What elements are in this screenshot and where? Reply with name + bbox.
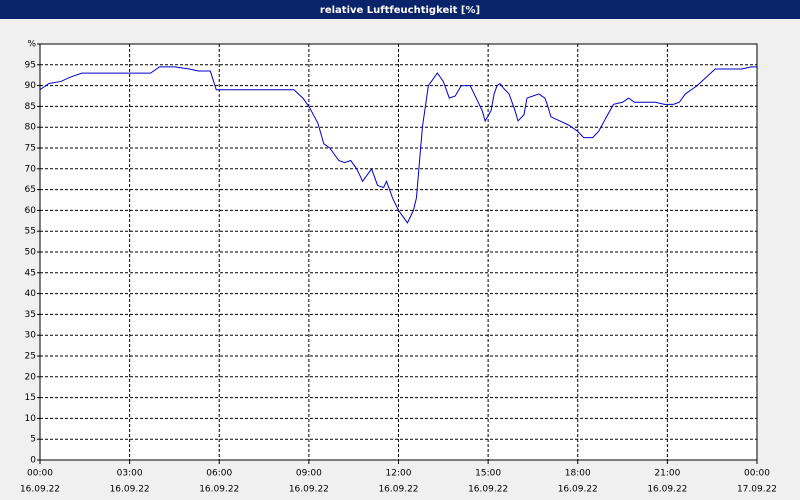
x-tick-date: 16.09.22 xyxy=(468,485,508,495)
x-tick-date: 16.09.22 xyxy=(110,485,150,495)
x-tick-date: 16.09.22 xyxy=(20,485,60,495)
x-tick-date: 17.09.22 xyxy=(737,485,777,495)
x-tick-date: 16.09.22 xyxy=(558,485,598,495)
data-line xyxy=(39,66,757,224)
x-tick-label: 00:00 xyxy=(27,469,53,479)
y-tick-label: 80 xyxy=(25,123,37,133)
x-tick-label: 15:00 xyxy=(475,469,501,479)
x-tick-date: 16.09.22 xyxy=(647,485,687,495)
x-tick-label: 03:00 xyxy=(117,469,143,479)
y-tick-label: 50 xyxy=(25,248,37,258)
y-tick-label: 55 xyxy=(25,227,36,237)
y-tick-label: 0 xyxy=(30,456,36,466)
x-tick-label: 00:00 xyxy=(744,469,770,479)
y-tick-label: 60 xyxy=(25,206,37,216)
y-tick-label: 75 xyxy=(25,144,36,154)
y-tick-label: 70 xyxy=(25,164,37,174)
y-tick-label: 25 xyxy=(25,352,36,362)
x-tick-label: 12:00 xyxy=(386,469,412,479)
x-tick-label: 21:00 xyxy=(654,469,680,479)
chart-title: relative Luftfeuchtigkeit [%] xyxy=(320,5,480,16)
y-tick-label: 45 xyxy=(25,268,36,278)
x-tick-date: 16.09.22 xyxy=(289,485,329,495)
x-tick-label: 06:00 xyxy=(206,469,232,479)
y-tick-label: 15 xyxy=(25,393,36,403)
y-tick-label: % xyxy=(27,40,36,50)
y-tick-label: 95 xyxy=(25,60,36,70)
y-tick-label: 85 xyxy=(25,102,36,112)
y-tick-label: 5 xyxy=(30,435,36,445)
x-tick-date: 16.09.22 xyxy=(199,485,239,495)
title-bar xyxy=(0,0,800,19)
x-tick-label: 09:00 xyxy=(296,469,322,479)
y-tick-label: 20 xyxy=(25,372,37,382)
y-tick-label: 30 xyxy=(25,331,37,341)
x-tick-label: 18:00 xyxy=(565,469,591,479)
x-tick-date: 16.09.22 xyxy=(378,485,418,495)
y-tick-label: 65 xyxy=(25,185,36,195)
y-tick-label: 35 xyxy=(25,310,36,320)
y-tick-label: 10 xyxy=(25,414,37,424)
y-tick-label: 90 xyxy=(25,81,37,91)
y-tick-label: 40 xyxy=(25,289,37,299)
